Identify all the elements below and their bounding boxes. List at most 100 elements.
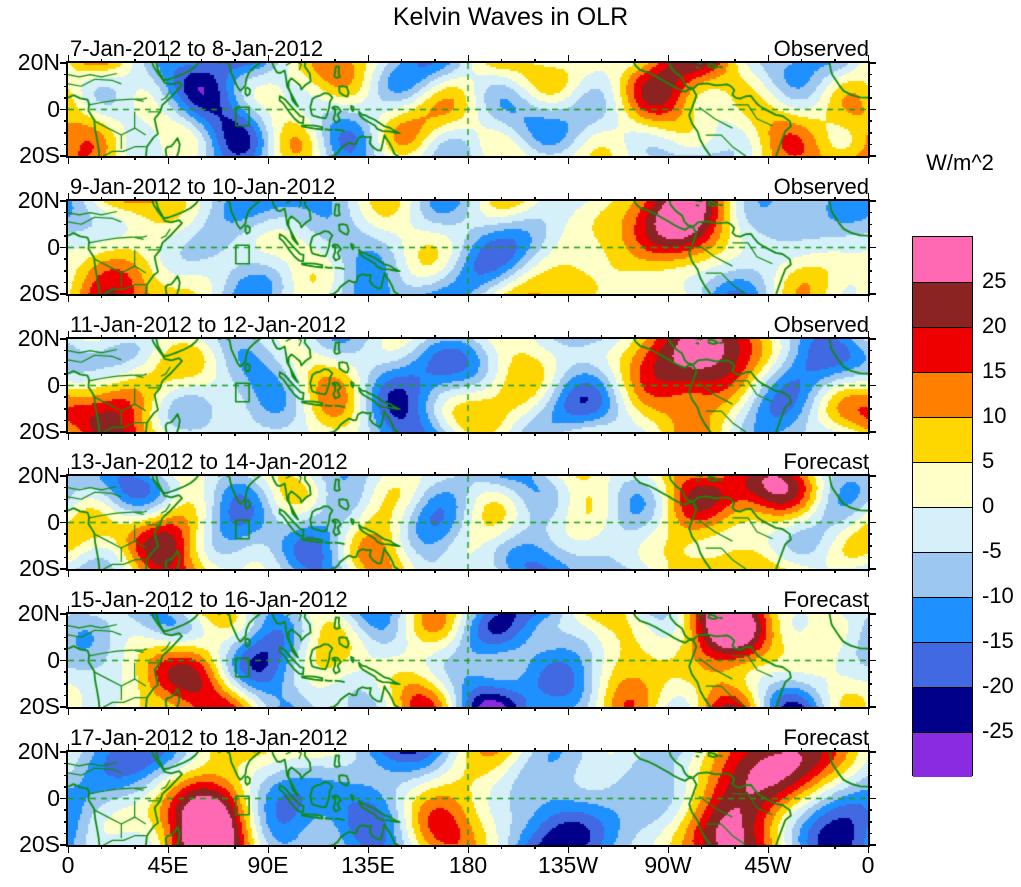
map-frame	[66, 474, 870, 571]
axis-tick	[868, 671, 872, 673]
axis-tick	[434, 472, 436, 476]
axis-tick	[834, 432, 836, 436]
panel-mode-label: Observed	[773, 174, 869, 199]
axis-tick	[867, 294, 869, 302]
axis-tick	[868, 338, 876, 340]
axis-tick	[64, 486, 68, 489]
axis-tick	[167, 845, 169, 853]
axis-tick	[868, 648, 872, 650]
x-axis-label: 90W	[644, 852, 692, 878]
axis-tick	[300, 432, 303, 436]
axis-tick	[767, 468, 769, 476]
axis-tick	[800, 294, 803, 298]
axis-tick	[60, 613, 68, 615]
axis-tick	[300, 197, 303, 201]
colorbar-tick-label: -10	[982, 583, 1014, 608]
axis-tick	[400, 432, 403, 436]
axis-tick	[134, 707, 136, 711]
map-wrap: 20N 0 20S	[18, 327, 876, 443]
axis-tick	[167, 55, 169, 63]
axis-tick	[767, 845, 769, 853]
axis-tick	[334, 432, 336, 436]
axis-tick	[100, 472, 103, 476]
axis-tick	[334, 569, 336, 573]
axis-tick	[834, 335, 836, 339]
axis-tick	[60, 293, 68, 295]
axis-tick	[767, 744, 769, 752]
axis-tick	[634, 197, 636, 201]
axis-tick	[100, 845, 103, 849]
axis-tick	[767, 331, 769, 339]
axis-tick	[64, 132, 68, 134]
axis-tick	[400, 335, 403, 339]
colorbar-cell	[913, 327, 972, 372]
axis-tick	[868, 568, 876, 570]
axis-tick	[867, 468, 869, 476]
axis-tick	[167, 606, 169, 614]
axis-tick	[67, 707, 69, 715]
axis-tick	[868, 108, 876, 111]
axis-tick	[868, 211, 872, 214]
y-axis-label: 0	[47, 371, 60, 398]
axis-tick	[868, 349, 872, 352]
axis-tick	[868, 235, 872, 237]
axis-tick	[67, 193, 69, 201]
axis-tick	[500, 432, 503, 436]
axis-tick	[868, 132, 872, 134]
axis-tick	[868, 613, 876, 615]
axis-tick	[500, 197, 503, 201]
axis-tick	[64, 120, 68, 122]
axis-tick	[567, 294, 569, 302]
axis-tick	[868, 821, 872, 823]
axis-tick	[767, 55, 769, 63]
axis-tick	[200, 707, 203, 711]
axis-tick	[700, 59, 703, 63]
axis-tick	[300, 610, 303, 614]
axis-tick	[667, 845, 669, 853]
axis-tick	[64, 774, 68, 776]
axis-tick	[600, 569, 603, 573]
axis-tick	[767, 193, 769, 201]
axis-tick	[534, 432, 536, 436]
axis-tick	[434, 748, 436, 752]
axis-tick	[634, 472, 636, 476]
axis-tick	[868, 556, 872, 559]
axis-tick	[134, 197, 136, 201]
axis-tick	[300, 156, 303, 160]
colorbar-cell	[913, 507, 972, 552]
axis-tick	[167, 432, 169, 440]
panel-header: 11-Jan-2012 to 12-Jan-2012 Observed	[68, 312, 869, 338]
axis-tick	[567, 156, 569, 164]
axis-tick	[868, 659, 876, 662]
axis-tick	[100, 335, 103, 339]
axis-tick	[467, 156, 469, 164]
axis-tick	[667, 432, 669, 440]
panel-mode-label: Forecast	[783, 587, 869, 612]
axis-tick	[467, 432, 469, 440]
axis-tick	[64, 683, 68, 685]
axis-tick	[634, 432, 636, 436]
axis-tick	[800, 569, 803, 573]
panel-header: 15-Jan-2012 to 16-Jan-2012 Forecast	[68, 587, 869, 613]
axis-tick	[200, 610, 203, 614]
x-axis-label: 45W	[744, 852, 792, 878]
axis-tick	[60, 521, 68, 524]
axis-tick	[234, 707, 236, 711]
axis-tick	[100, 748, 103, 752]
axis-tick	[64, 281, 68, 284]
axis-tick	[367, 55, 369, 63]
colorbar-cell	[913, 687, 972, 732]
axis-tick	[868, 844, 876, 846]
axis-tick	[434, 294, 436, 298]
y-axis-label: 20S	[19, 555, 60, 581]
axis-tick	[500, 59, 503, 63]
axis-tick	[867, 432, 869, 440]
axis-tick	[64, 373, 68, 375]
axis-tick	[868, 120, 872, 122]
axis-tick	[267, 744, 269, 752]
axis-tick	[834, 569, 836, 573]
map-wrap: 20N 0 20S	[18, 51, 876, 167]
map-wrap: 20N 0 20S	[18, 189, 876, 305]
axis-tick	[300, 569, 303, 573]
